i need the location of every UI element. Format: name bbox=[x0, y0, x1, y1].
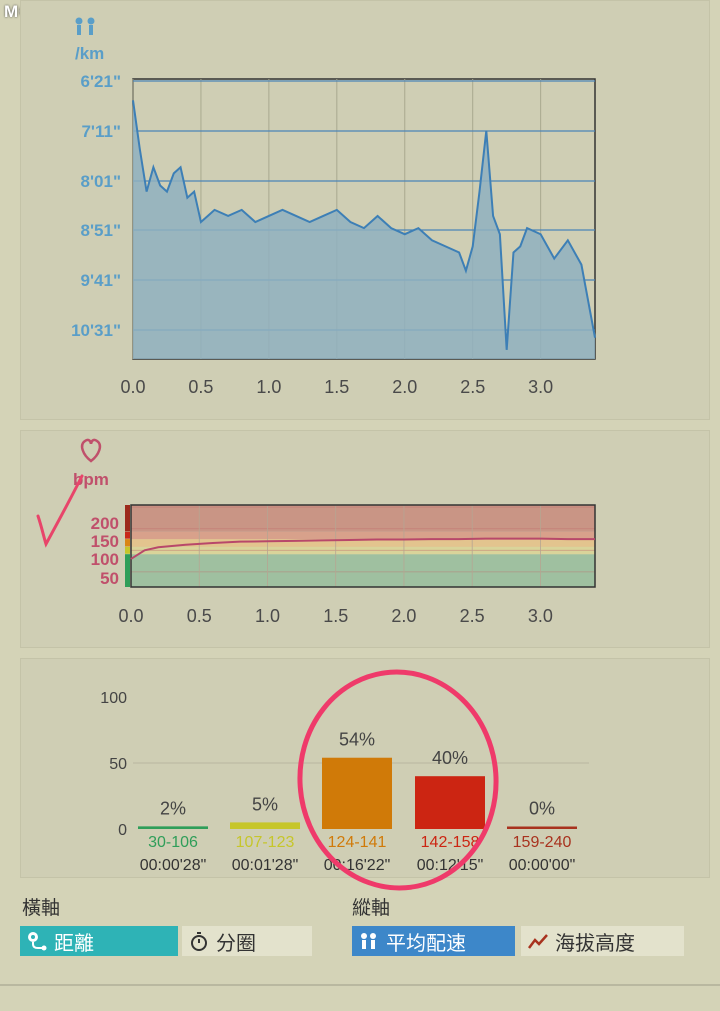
hr-y-tick: 100 bbox=[91, 550, 119, 569]
stopwatch-icon bbox=[188, 930, 210, 952]
zone-category-label: 30-106 bbox=[148, 834, 198, 851]
distance-button[interactable]: 距離 bbox=[20, 926, 178, 956]
zone-time-label: 00:12'15" bbox=[417, 857, 484, 874]
hr-zone-chart: 100 50 0 2% 30-106 00:00'28" 5% 107-123 00:01'2… bbox=[100, 690, 589, 874]
hr-x-tick: 2.0 bbox=[391, 606, 416, 626]
heart-icon bbox=[80, 438, 102, 463]
hr-y-tick: 200 bbox=[91, 514, 119, 533]
zone-value-label: 0% bbox=[529, 799, 555, 819]
hr-zone-chart-card: 100 50 0 2% 30-106 00:00'28" 5% 107-123 00:01'2… bbox=[20, 658, 710, 878]
pace-area bbox=[133, 100, 595, 359]
zone-time-label: 00:16'22" bbox=[324, 857, 391, 874]
trend-line-icon bbox=[527, 930, 549, 952]
pace-y-tick: 9'41" bbox=[81, 271, 121, 290]
hr-y-tick: 50 bbox=[100, 569, 119, 588]
hr-zone-marker bbox=[125, 554, 130, 587]
zone-bar bbox=[230, 822, 300, 829]
pace-y-tick: 8'51" bbox=[81, 221, 121, 240]
hr-x-tick: 1.5 bbox=[323, 606, 348, 626]
hr-x-tick: 3.0 bbox=[528, 606, 553, 626]
hr-y-tick: 150 bbox=[91, 532, 119, 551]
y-axis-label: 縱軸 bbox=[352, 898, 391, 919]
hr-x-tick: 0.5 bbox=[187, 606, 212, 626]
pace-x-tick: 2.0 bbox=[392, 377, 417, 397]
zone-bar bbox=[415, 776, 485, 829]
pace-x-tick: 1.5 bbox=[324, 377, 349, 397]
pace-feet-icon bbox=[358, 930, 380, 952]
hr-zone-marker bbox=[125, 546, 130, 554]
pace-x-tick: 3.0 bbox=[528, 377, 553, 397]
pace-chart: /km 6'21" 7'11" 8'01" 8'51" 9'41" 10'31" 0.0 0… bbox=[71, 17, 596, 397]
zone-y-tick: 0 bbox=[118, 822, 127, 839]
x-axis-label: 橫軸 bbox=[22, 898, 61, 919]
zone-y-tick: 50 bbox=[109, 756, 127, 773]
pace-x-tick: 0.5 bbox=[188, 377, 213, 397]
zone-value-label: 40% bbox=[432, 748, 468, 768]
bottom-divider bbox=[0, 984, 720, 986]
hr-zone-marker bbox=[125, 539, 130, 547]
heart-rate-chart-card: bpm 200 150 100 50 0.0 0.5 1.0 1.5 2.0 2.5 3.0 bbox=[20, 430, 710, 648]
pace-line bbox=[132, 100, 596, 350]
pace-y-tick: 6'21" bbox=[81, 72, 121, 91]
pace-x-tick: 0.0 bbox=[120, 377, 145, 397]
hr-x-tick: 0.0 bbox=[118, 606, 143, 626]
elevation-button-label: 海拔高度 bbox=[555, 932, 635, 955]
route-pin-icon bbox=[26, 930, 48, 952]
hr-zone-band bbox=[131, 505, 595, 532]
pace-feet-icon bbox=[75, 17, 95, 35]
hr-zone-marker bbox=[125, 505, 130, 532]
laps-button[interactable]: 分圈 bbox=[182, 926, 312, 956]
pace-y-tick: 10'31" bbox=[71, 321, 121, 340]
hr-zone-marker bbox=[125, 531, 130, 539]
zone-value-label: 2% bbox=[160, 798, 186, 818]
pace-x-tick: 2.5 bbox=[460, 377, 485, 397]
zone-bar bbox=[507, 826, 577, 829]
hr-zone-band bbox=[131, 531, 595, 540]
pace-chart-card: /km 6'21" 7'11" 8'01" 8'51" 9'41" 10'31" 0.0 0… bbox=[20, 0, 710, 420]
pace-y-tick: 7'11" bbox=[81, 122, 121, 141]
laps-button-label: 分圈 bbox=[216, 932, 256, 955]
elevation-button[interactable]: 海拔高度 bbox=[521, 926, 684, 956]
pace-y-tick: 8'01" bbox=[81, 172, 121, 191]
hr-zone-band bbox=[131, 554, 595, 587]
zone-bar bbox=[138, 826, 208, 829]
zone-value-label: 54% bbox=[339, 730, 375, 750]
hr-zone-band bbox=[131, 539, 595, 547]
zone-time-label: 00:00'00" bbox=[509, 857, 576, 874]
zone-category-label: 142-158 bbox=[421, 834, 480, 851]
avg-pace-button[interactable]: 平均配速 bbox=[352, 926, 515, 956]
avg-pace-button-label: 平均配速 bbox=[386, 932, 466, 955]
zone-value-label: 5% bbox=[252, 794, 278, 814]
zone-y-tick: 100 bbox=[100, 690, 127, 707]
hr-x-tick: 1.0 bbox=[255, 606, 280, 626]
hr-x-tick: 2.5 bbox=[460, 606, 485, 626]
hr-unit-label: bpm bbox=[73, 470, 109, 489]
zone-category-label: 124-141 bbox=[328, 834, 387, 851]
zone-category-label: 107-123 bbox=[236, 834, 295, 851]
zone-category-label: 159-240 bbox=[513, 834, 572, 851]
zone-time-label: 00:01'28" bbox=[232, 857, 299, 874]
zone-bar bbox=[322, 757, 392, 829]
distance-button-label: 距離 bbox=[54, 932, 94, 955]
zone-time-label: 00:00'28" bbox=[140, 857, 207, 874]
pace-unit-label: /km bbox=[75, 44, 104, 63]
pace-x-tick: 1.0 bbox=[256, 377, 281, 397]
hr-line bbox=[130, 537, 595, 560]
hr-plot-area bbox=[130, 504, 596, 588]
